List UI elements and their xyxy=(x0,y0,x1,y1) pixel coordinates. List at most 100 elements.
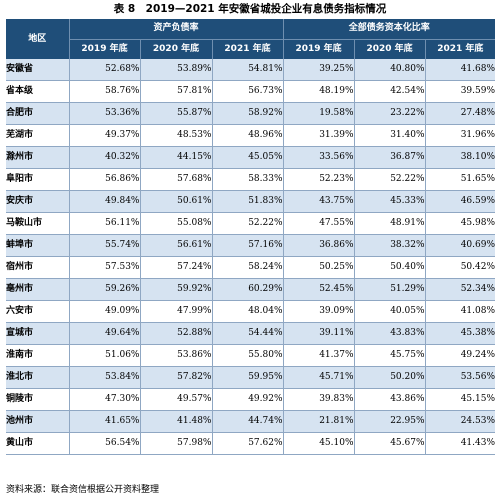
region-cell: 安庆市 xyxy=(6,190,69,213)
table-row: 安徽省 52.68% 53.89% 54.81% 39.25% 40.80% 41.68% xyxy=(6,59,496,81)
value-cell: 49.24% xyxy=(424,344,496,367)
value-cell: 58.92% xyxy=(211,102,284,125)
value-cell: 57.62% xyxy=(211,432,284,455)
value-cell: 52.22% xyxy=(211,212,284,235)
value-cell: 48.53% xyxy=(139,124,212,147)
region-cell: 黄山市 xyxy=(6,432,69,455)
value-cell: 57.81% xyxy=(139,80,212,103)
value-cell: 50.20% xyxy=(353,366,426,389)
value-cell: 49.37% xyxy=(68,124,140,147)
value-cell: 52.34% xyxy=(424,278,496,301)
value-cell: 47.30% xyxy=(68,388,140,411)
value-cell: 41.48% xyxy=(139,410,212,433)
header-group-asset-liability-ratio: 资产负债率 xyxy=(68,19,284,40)
value-cell: 48.19% xyxy=(282,80,355,103)
table-row: 黄山市 56.54% 57.98% 57.62% 45.10% 45.67% 41.43% xyxy=(6,432,496,455)
value-cell: 57.24% xyxy=(139,256,212,279)
value-cell: 42.54% xyxy=(353,80,426,103)
value-cell: 57.53% xyxy=(68,256,140,279)
value-cell: 54.81% xyxy=(211,59,284,81)
table-row: 蚌埠市 55.74% 56.61% 57.16% 36.86% 38.32% 40.69% xyxy=(6,234,496,257)
value-cell: 46.59% xyxy=(424,190,496,213)
region-cell: 安徽省 xyxy=(6,59,69,81)
value-cell: 43.75% xyxy=(282,190,355,213)
header-group-debt-capitalization-ratio: 全部债务资本化比率 xyxy=(282,19,496,40)
value-cell: 60.29% xyxy=(211,278,284,301)
value-cell: 45.67% xyxy=(353,432,426,455)
table-row: 滁州市 40.32% 44.15% 45.05% 33.56% 36.87% 38.10% xyxy=(6,146,496,169)
value-cell: 45.33% xyxy=(353,190,426,213)
value-cell: 50.40% xyxy=(353,256,426,279)
value-cell: 39.59% xyxy=(424,80,496,103)
table-row: 阜阳市 56.86% 57.68% 58.33% 52.23% 52.22% 51.65% xyxy=(6,168,496,191)
table-row: 合肥市 53.36% 55.87% 58.92% 19.58% 23.22% 27.48% xyxy=(6,102,496,125)
value-cell: 49.09% xyxy=(68,300,140,323)
table-row: 铜陵市 47.30% 49.57% 49.92% 39.83% 43.86% 45.15% xyxy=(6,388,496,411)
value-cell: 50.61% xyxy=(139,190,212,213)
table-row: 淮南市 51.06% 53.86% 55.80% 41.37% 45.75% 49.24% xyxy=(6,344,496,367)
value-cell: 51.83% xyxy=(211,190,284,213)
value-cell: 53.84% xyxy=(68,366,140,389)
value-cell: 56.61% xyxy=(139,234,212,257)
value-cell: 51.65% xyxy=(424,168,496,191)
value-cell: 56.11% xyxy=(68,212,140,235)
value-cell: 24.53% xyxy=(424,410,496,433)
value-cell: 51.06% xyxy=(68,344,140,367)
region-cell: 蚌埠市 xyxy=(6,234,69,257)
value-cell: 53.56% xyxy=(424,366,496,389)
value-cell: 52.23% xyxy=(282,168,355,191)
header-year: 2021 年底 xyxy=(424,39,496,59)
value-cell: 44.74% xyxy=(211,410,284,433)
value-cell: 31.96% xyxy=(424,124,496,147)
value-cell: 45.15% xyxy=(424,388,496,411)
table-row: 安庆市 49.84% 50.61% 51.83% 43.75% 45.33% 46.59% xyxy=(6,190,496,213)
value-cell: 55.74% xyxy=(68,234,140,257)
value-cell: 45.98% xyxy=(424,212,496,235)
table-row: 六安市 49.09% 47.99% 48.04% 39.09% 40.05% 41.08% xyxy=(6,300,496,323)
value-cell: 21.81% xyxy=(282,410,355,433)
value-cell: 48.04% xyxy=(211,300,284,323)
value-cell: 50.25% xyxy=(282,256,355,279)
table-row: 淮北市 53.84% 57.82% 59.95% 45.71% 50.20% 53.56% xyxy=(6,366,496,389)
value-cell: 31.39% xyxy=(282,124,355,147)
table-row: 宣城市 49.64% 52.88% 54.44% 39.11% 43.83% 45.38% xyxy=(6,322,496,345)
table-row: 亳州市 59.26% 59.92% 60.29% 52.45% 51.29% 52.34% xyxy=(6,278,496,301)
value-cell: 43.83% xyxy=(353,322,426,345)
region-cell: 阜阳市 xyxy=(6,168,69,191)
header-year: 2021 年底 xyxy=(211,39,284,59)
value-cell: 57.16% xyxy=(211,234,284,257)
value-cell: 41.37% xyxy=(282,344,355,367)
table-row: 马鞍山市 56.11% 55.08% 52.22% 47.55% 48.91% 45.98% xyxy=(6,212,496,235)
value-cell: 51.29% xyxy=(353,278,426,301)
value-cell: 33.56% xyxy=(282,146,355,169)
value-cell: 47.55% xyxy=(282,212,355,235)
region-cell: 省本级 xyxy=(6,80,69,103)
value-cell: 59.92% xyxy=(139,278,212,301)
value-cell: 39.09% xyxy=(282,300,355,323)
value-cell: 36.86% xyxy=(282,234,355,257)
value-cell: 55.80% xyxy=(211,344,284,367)
value-cell: 49.57% xyxy=(139,388,212,411)
region-cell: 亳州市 xyxy=(6,278,69,301)
value-cell: 49.64% xyxy=(68,322,140,345)
table-title: 表 8 2019—2021 年安徽省城投企业有息债务指标情况 xyxy=(113,3,387,15)
value-cell: 47.99% xyxy=(139,300,212,323)
value-cell: 53.89% xyxy=(139,59,212,81)
value-cell: 31.40% xyxy=(353,124,426,147)
value-cell: 55.87% xyxy=(139,102,212,125)
region-cell: 六安市 xyxy=(6,300,69,323)
table-row: 池州市 41.65% 41.48% 44.74% 21.81% 22.95% 24.53% xyxy=(6,410,496,433)
header-year: 2020 年底 xyxy=(353,39,426,59)
value-cell: 48.96% xyxy=(211,124,284,147)
value-cell: 22.95% xyxy=(353,410,426,433)
value-cell: 53.86% xyxy=(139,344,212,367)
value-cell: 59.95% xyxy=(211,366,284,389)
value-cell: 41.65% xyxy=(68,410,140,433)
header-year: 2020 年底 xyxy=(139,39,212,59)
region-cell: 铜陵市 xyxy=(6,388,69,411)
value-cell: 53.36% xyxy=(68,102,140,125)
table-row: 宿州市 57.53% 57.24% 58.24% 50.25% 50.40% 50.42% xyxy=(6,256,496,279)
header-year: 2019 年底 xyxy=(282,39,355,59)
region-cell: 宿州市 xyxy=(6,256,69,279)
value-cell: 45.38% xyxy=(424,322,496,345)
